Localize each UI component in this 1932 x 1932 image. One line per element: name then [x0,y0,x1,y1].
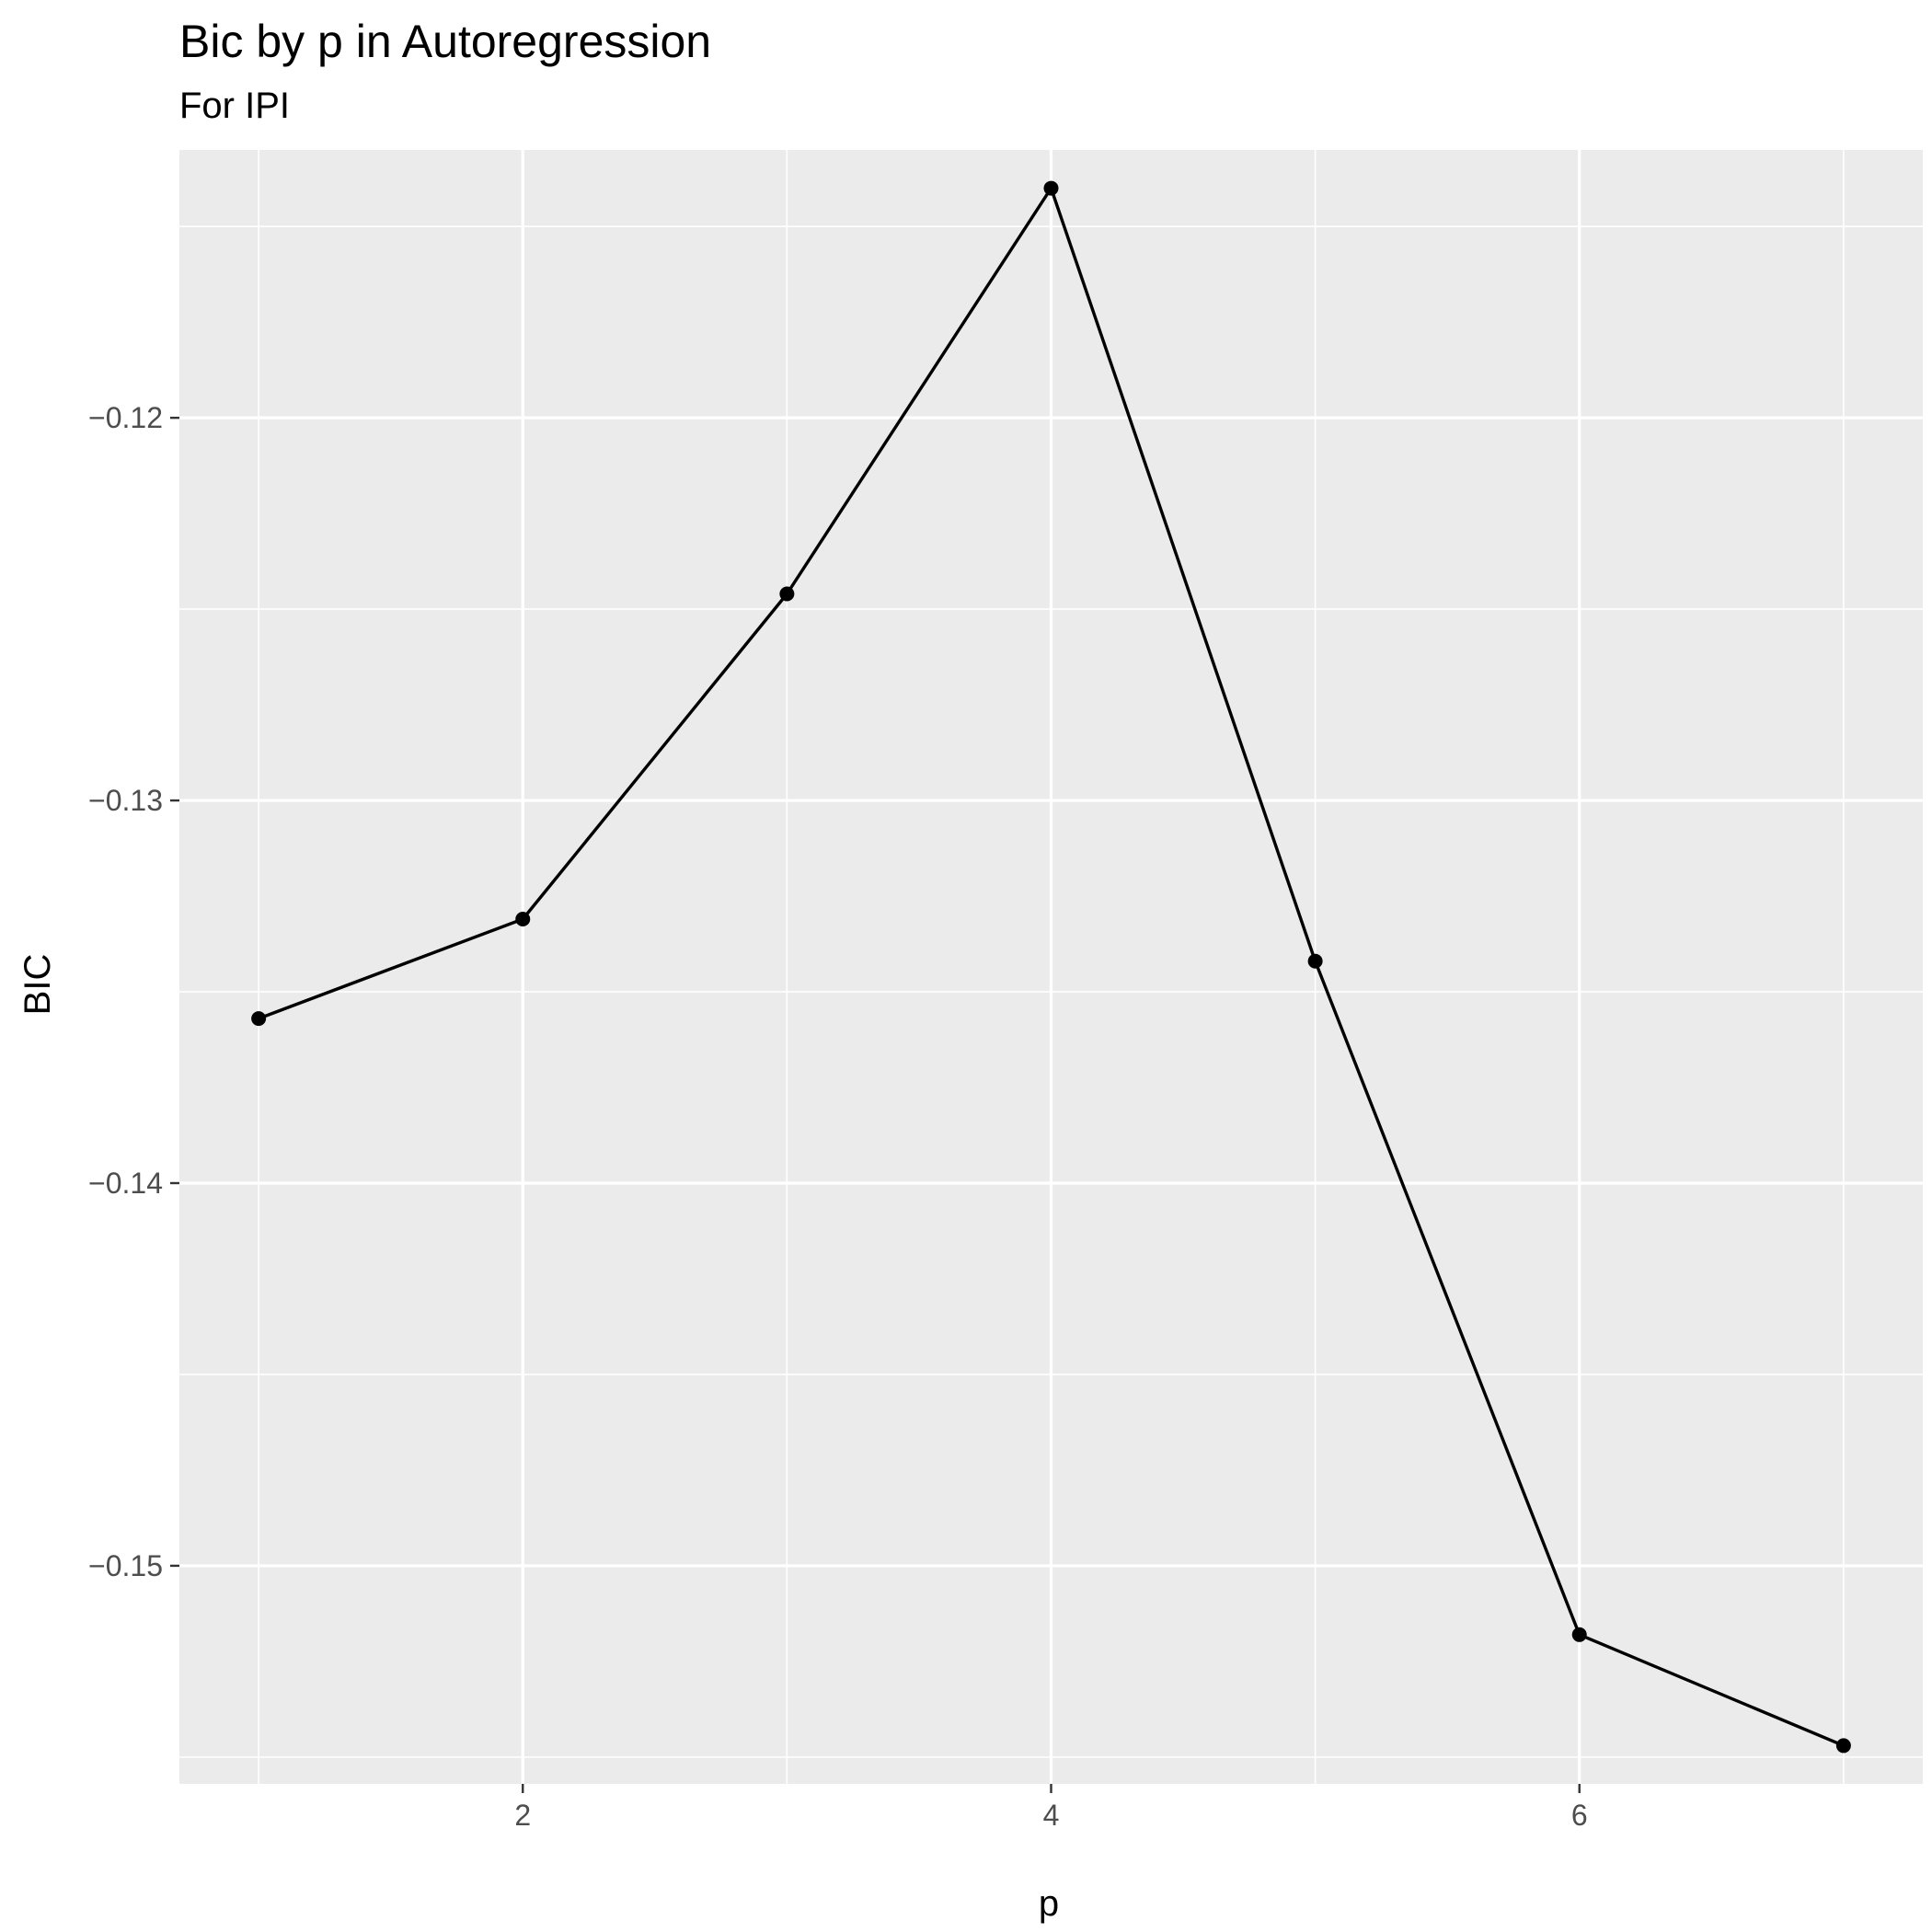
grid-lines [179,150,1923,1784]
y-tick-label: −0.13 [88,784,163,817]
data-point [251,1011,267,1027]
x-tick-label: 6 [1571,1799,1588,1832]
data-point [1043,180,1059,196]
chart-subtitle: For IPI [179,86,290,126]
data-point [1835,1738,1851,1754]
x-tick-label: 2 [514,1799,531,1832]
series-layer [251,180,1851,1754]
y-tick-label: −0.12 [88,401,163,434]
y-axis-title: BIC [17,954,58,1016]
x-tick-label: 4 [1043,1799,1060,1832]
y-tick-label: −0.14 [88,1167,163,1200]
data-point [1307,953,1323,969]
y-tick-label: −0.15 [88,1549,163,1582]
data-point [779,586,795,602]
chart-title: Bic by p in Autoregression [179,16,711,67]
data-point [1571,1627,1587,1642]
data-point [515,912,531,927]
x-axis-title: p [1039,1883,1059,1924]
axes: 2 4 6 −0.12 −0.13 −0.14 −0.15 [88,401,1588,1832]
